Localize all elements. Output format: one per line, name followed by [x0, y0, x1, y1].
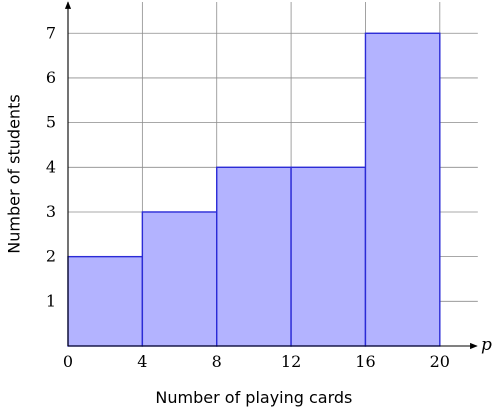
x-axis-label: Number of playing cards	[155, 388, 352, 407]
axes	[64, 1, 478, 350]
bar-3	[290, 166, 367, 347]
y-axis-label: Number of students	[5, 94, 24, 253]
y-tick-label-1: 1	[46, 291, 56, 310]
y-tick-label-5: 5	[46, 113, 56, 132]
x-tick-label-0: 0	[63, 352, 73, 371]
x-tick-label-12: 12	[281, 352, 301, 371]
x-tick-label-20: 20	[430, 352, 450, 371]
bar-2	[216, 166, 292, 347]
bar-1	[141, 211, 218, 347]
bars	[67, 32, 441, 347]
x-tick-label-4: 4	[137, 352, 147, 371]
y-tick-label-6: 6	[46, 68, 56, 87]
x-tick-label-16: 16	[355, 352, 375, 371]
bar-0	[67, 255, 144, 347]
y-tick-label-7: 7	[46, 23, 56, 42]
bar-4	[364, 32, 441, 347]
x-tick-label-8: 8	[212, 352, 222, 371]
y-tick-label-4: 4	[46, 157, 56, 176]
y-tick-label-2: 2	[46, 247, 56, 266]
x-variable-label: p	[481, 335, 492, 355]
y-tick-label-3: 3	[46, 202, 56, 221]
